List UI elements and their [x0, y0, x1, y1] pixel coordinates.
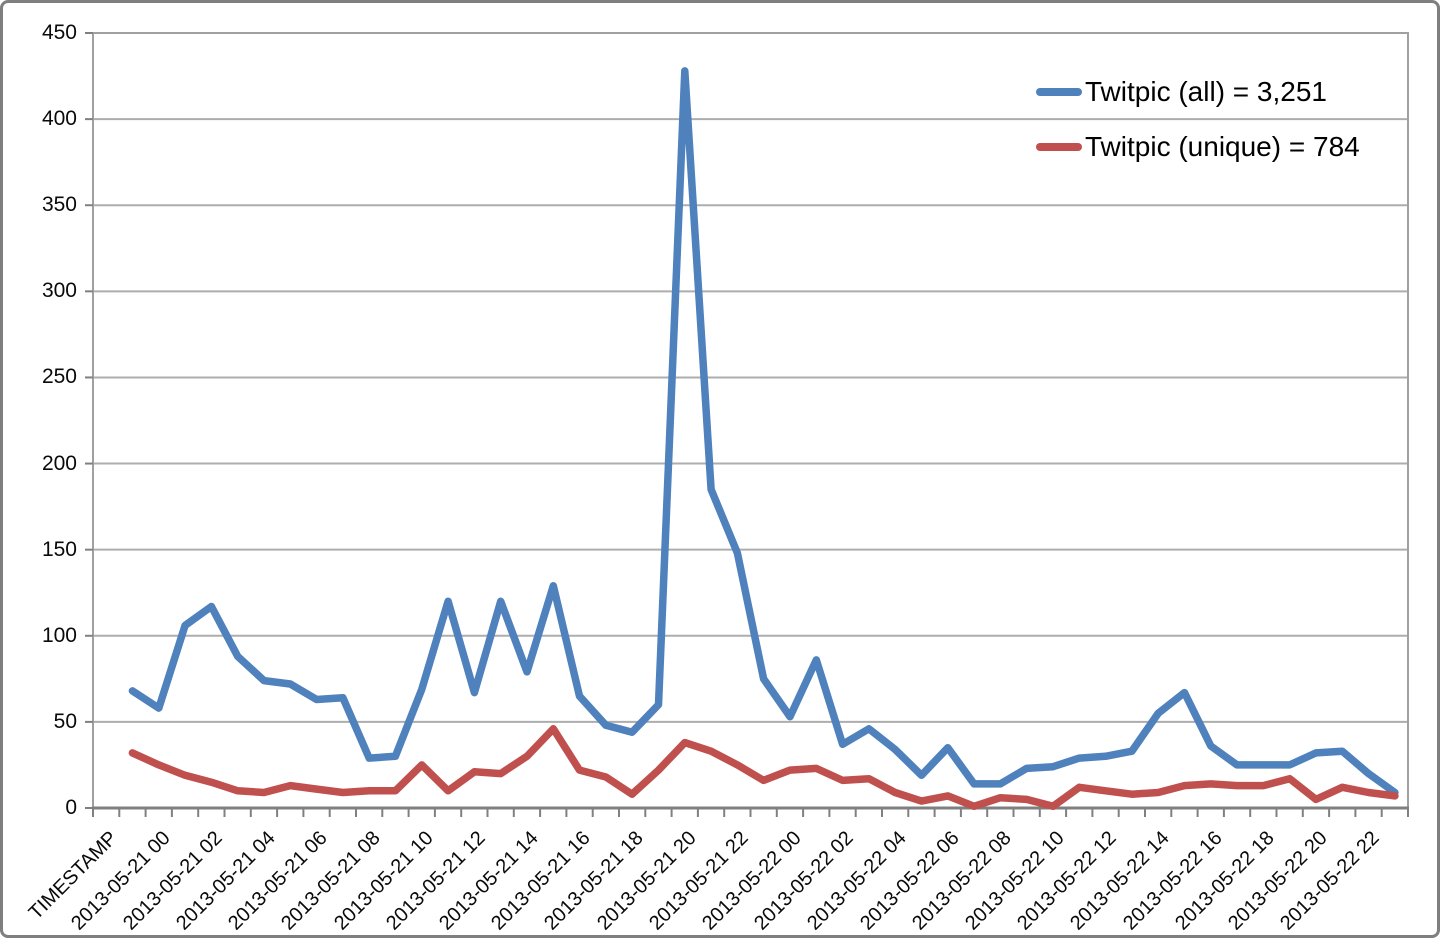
legend-label-twitpic-unique: Twitpic (unique) = 784	[1085, 130, 1360, 162]
y-axis-label: 50	[53, 709, 77, 733]
legend: Twitpic (all) = 3,251 Twitpic (unique) =…	[1036, 64, 1360, 174]
y-axis-label: 0	[65, 796, 77, 819]
y-axis-label: 150	[41, 537, 77, 561]
legend-item-twitpic-unique: Twitpic (unique) = 784	[1036, 119, 1360, 174]
legend-line-sample-red-icon	[1036, 142, 1082, 151]
legend-line-sample-blue-icon	[1036, 87, 1082, 96]
legend-label-twitpic-all: Twitpic (all) = 3,251	[1085, 75, 1327, 107]
y-axis-label: 450	[41, 21, 77, 44]
line-chart-canvas	[85, 32, 1409, 817]
legend-item-twitpic-all: Twitpic (all) = 3,251	[1036, 64, 1360, 119]
y-axis-label: 350	[41, 193, 77, 217]
y-axis-label: 400	[41, 107, 77, 131]
series-line-twitpic-unique-	[128, 725, 1399, 811]
y-axis-label: 200	[41, 451, 77, 475]
y-axis-label: 100	[41, 623, 77, 647]
y-axis-label: 300	[41, 279, 77, 303]
y-axis-label: 250	[41, 365, 77, 389]
series-line-twitpic-all-	[128, 67, 1399, 797]
